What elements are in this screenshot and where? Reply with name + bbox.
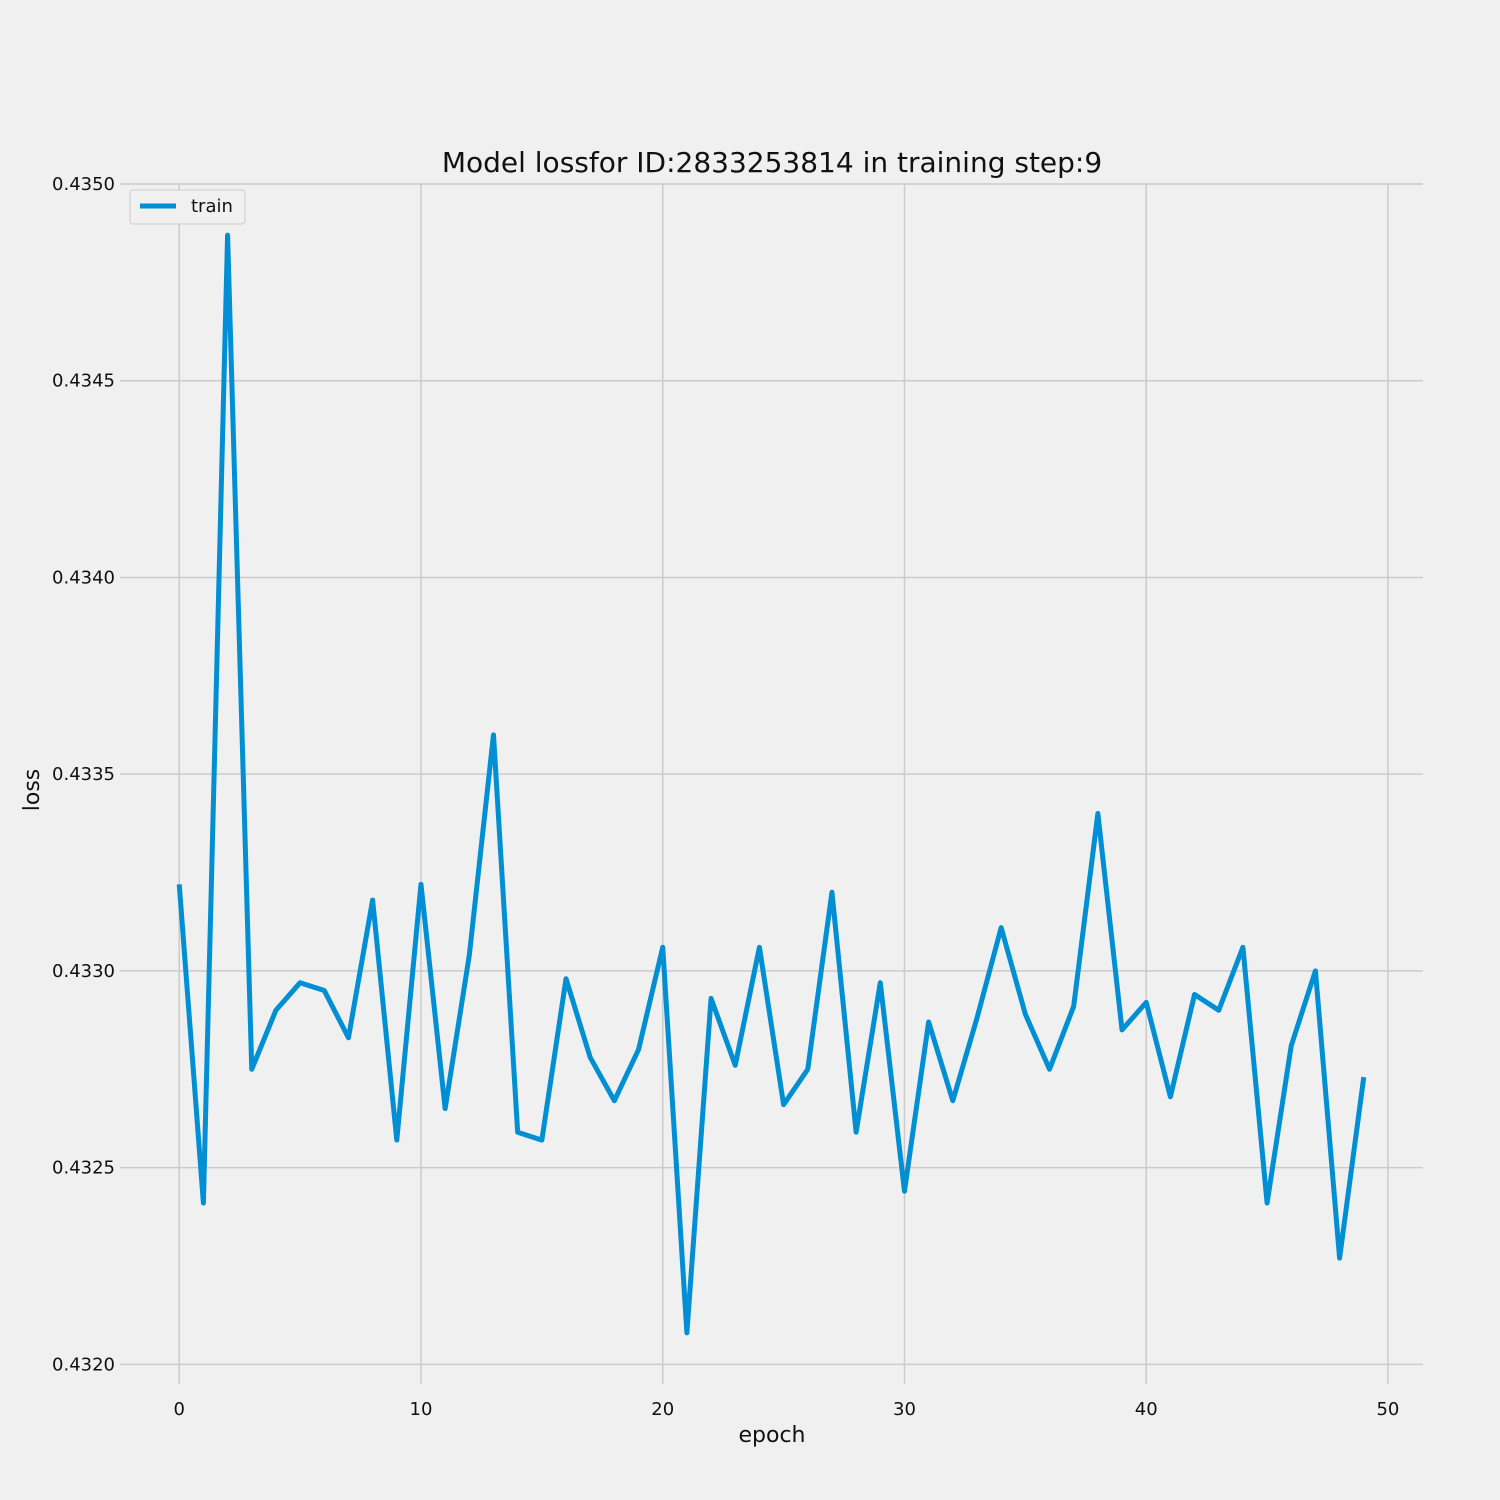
legend-label-train: train (191, 196, 233, 217)
y-tick-label: 0.4350 (52, 174, 115, 195)
x-tick-label: 10 (410, 1399, 433, 1420)
legend-box (129, 189, 246, 225)
series-line-train (176, 232, 1367, 1336)
x-tick-label: 40 (1135, 1399, 1158, 1420)
y-tick-label: 0.4320 (52, 1354, 115, 1375)
plot-area (120, 184, 1423, 1384)
x-tick-label: 50 (1376, 1399, 1399, 1420)
y-tick-label: 0.4330 (52, 961, 115, 982)
chart-title: Model lossfor ID:2833253814 in training … (442, 146, 1102, 179)
y-tick-label: 0.4345 (52, 371, 115, 392)
x-tick-label: 30 (893, 1399, 916, 1420)
x-axis-label: epoch (739, 1423, 806, 1448)
legend: train (129, 189, 246, 225)
y-axis-ticks: 0.4320 0.4325 0.4330 0.4335 0.4340 0.4345 0.43… (52, 174, 115, 1375)
series-layer (176, 232, 1367, 1336)
y-tick-label: 0.4325 (52, 1158, 115, 1179)
y-tick-label: 0.4340 (52, 567, 115, 588)
y-tick-label: 0.4335 (52, 764, 115, 785)
x-tick-label: 0 (174, 1399, 185, 1420)
x-axis-ticks: 0 10 20 30 40 50 (174, 1399, 1400, 1420)
grid (120, 183, 1423, 1384)
x-tick-label: 20 (651, 1399, 674, 1420)
y-axis-label: loss (20, 769, 45, 812)
